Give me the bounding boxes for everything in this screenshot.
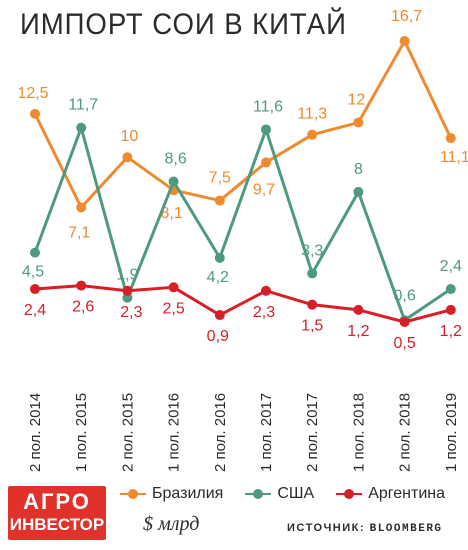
x-tick-label: 1 пол. 2016 xyxy=(166,393,183,472)
data-point xyxy=(168,176,179,187)
data-label: 1,2 xyxy=(347,323,369,340)
data-label: 12 xyxy=(348,92,366,109)
data-label: 2,4 xyxy=(24,302,46,319)
source-name: BLOOMBERG xyxy=(369,523,443,535)
data-label: 8,1 xyxy=(160,205,182,222)
data-point xyxy=(76,122,87,133)
data-label: 11,7 xyxy=(68,97,98,114)
legend-label: Бразилия xyxy=(152,485,224,502)
legend-item: Бразилия xyxy=(120,485,223,503)
data-point xyxy=(353,304,364,315)
data-label: 11,6 xyxy=(253,98,283,115)
data-label: 1,5 xyxy=(301,318,323,335)
data-label: 4,2 xyxy=(207,269,229,286)
data-point xyxy=(445,284,456,295)
agroinvestor-logo: АГРО ИНВЕСТОР xyxy=(8,486,106,540)
data-label: 3,3 xyxy=(301,242,323,259)
legend-item: США xyxy=(245,485,314,503)
x-tick-label: 2 пол. 2014 xyxy=(27,393,44,472)
legend-label: США xyxy=(277,485,315,502)
source-prefix: ИСТОЧНИК: xyxy=(287,522,366,534)
x-tick-label: 1 пол. 2017 xyxy=(258,393,275,472)
data-point xyxy=(261,124,271,135)
data-label: 1,9 xyxy=(116,267,138,284)
legend-item: Аргентина xyxy=(336,485,445,503)
data-label: 10 xyxy=(121,128,139,145)
data-point xyxy=(168,282,179,293)
data-label: 2,3 xyxy=(120,304,142,321)
data-label: 2,5 xyxy=(162,300,184,317)
data-point xyxy=(122,285,133,296)
data-point xyxy=(214,252,225,263)
x-tick-label: 1 пол. 2018 xyxy=(350,393,367,472)
data-label: 16,7 xyxy=(391,8,422,25)
data-label: 11,1 xyxy=(440,149,468,166)
data-point xyxy=(214,310,225,321)
chart-legend: Бразилия США Аргентина xyxy=(120,485,445,503)
source-credit: ИСТОЧНИК: BLOOMBERG xyxy=(287,522,443,535)
data-label: 1,2 xyxy=(440,323,462,340)
data-label: 9,7 xyxy=(253,181,275,198)
data-point xyxy=(30,284,40,295)
chart-title: ИМПОРТ СОИ В КИТАЙ xyxy=(20,8,347,41)
series-line-0 xyxy=(33,39,453,210)
data-label: 12,5 xyxy=(17,85,48,102)
legend-label: Аргентина xyxy=(368,485,446,502)
data-point xyxy=(307,129,318,140)
x-tick-label: 2 пол. 2017 xyxy=(304,393,321,472)
data-point xyxy=(445,133,456,144)
data-point xyxy=(399,317,410,327)
data-label: 2,3 xyxy=(253,304,275,321)
data-point xyxy=(353,117,364,128)
data-point xyxy=(122,292,133,303)
legend-marker xyxy=(336,488,363,500)
legend-marker xyxy=(245,488,272,500)
data-label: 0,5 xyxy=(393,335,415,352)
x-tick-label: 1 пол. 2019 xyxy=(443,393,460,472)
data-label: 7,1 xyxy=(68,225,90,242)
data-point xyxy=(122,152,133,163)
data-label: 8 xyxy=(354,161,363,178)
data-point xyxy=(307,299,318,310)
data-label: 4,5 xyxy=(22,264,44,281)
data-point xyxy=(30,108,40,119)
data-label: 0,6 xyxy=(393,287,415,304)
logo-line-2: ИНВЕСТОР xyxy=(9,515,105,534)
data-point xyxy=(307,268,318,279)
data-point xyxy=(261,285,271,296)
legend-marker xyxy=(120,488,146,500)
data-label: 7,5 xyxy=(209,170,231,187)
series-line-1 xyxy=(33,126,452,322)
data-point xyxy=(30,247,40,258)
data-label: 2,4 xyxy=(440,258,462,275)
data-point xyxy=(76,280,87,291)
x-tick-label: 1 пол. 2015 xyxy=(73,393,90,472)
line-chart: 12,5 7,1 10 8,1 7,5 9,7 11,3 12 16,7 11,1 4,5 11,7 1… xyxy=(17,8,468,472)
data-label: 8,6 xyxy=(164,151,186,168)
data-label: 0,9 xyxy=(207,328,229,345)
data-point xyxy=(261,157,271,168)
series-line-2 xyxy=(34,284,452,324)
x-tick-label: 2 пол. 2016 xyxy=(212,393,229,472)
data-label: 11,3 xyxy=(297,106,327,123)
logo-line-1: АГРО xyxy=(23,489,91,514)
data-point xyxy=(353,186,364,197)
unit-label: $ млрд xyxy=(143,513,200,535)
x-tick-label: 2 пол. 2018 xyxy=(397,393,414,472)
data-point xyxy=(76,202,87,213)
data-label: 2,6 xyxy=(72,299,94,316)
x-tick-label: 2 пол. 2015 xyxy=(119,393,136,472)
data-point xyxy=(214,195,225,206)
data-point xyxy=(399,36,410,46)
data-point xyxy=(445,304,456,315)
